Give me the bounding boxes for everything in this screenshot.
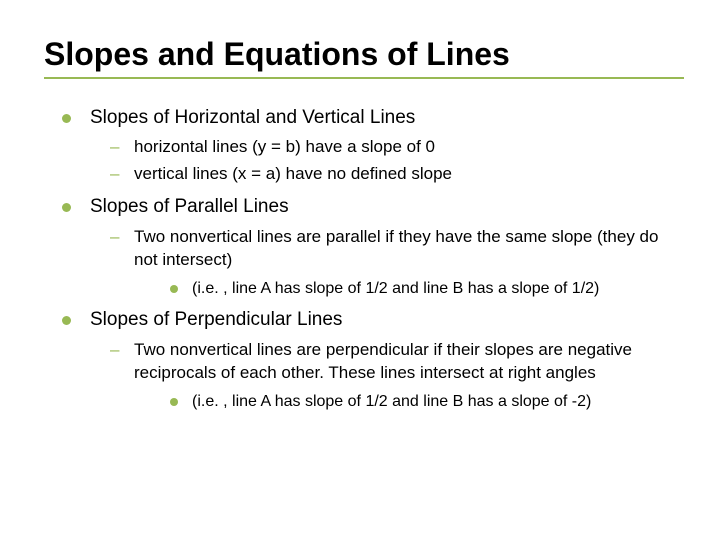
- section-horizontal-vertical: Slopes of Horizontal and Vertical Lines …: [62, 105, 676, 187]
- sub-sub-list: (i.e. , line A has slope of 1/2 and line…: [170, 391, 676, 413]
- section-parallel: Slopes of Parallel Lines Two nonvertical…: [62, 194, 676, 299]
- section-heading: Slopes of Parallel Lines: [90, 196, 289, 217]
- list-item: horizontal lines (y = b) have a slope of…: [110, 136, 676, 159]
- item-text: (i.e. , line A has slope of 1/2 and line…: [192, 280, 599, 297]
- bullet-list: Slopes of Horizontal and Vertical Lines …: [62, 105, 676, 413]
- sub-sub-list: (i.e. , line A has slope of 1/2 and line…: [170, 278, 676, 300]
- section-heading: Slopes of Horizontal and Vertical Lines: [90, 107, 415, 128]
- list-item: Two nonvertical lines are perpendicular …: [110, 339, 676, 412]
- slide: Slopes and Equations of Lines Slopes of …: [0, 0, 720, 540]
- section-heading: Slopes of Perpendicular Lines: [90, 309, 342, 330]
- item-text: (i.e. , line A has slope of 1/2 and line…: [192, 393, 591, 410]
- list-item: vertical lines (x = a) have no defined s…: [110, 163, 676, 186]
- sub-list: horizontal lines (y = b) have a slope of…: [110, 136, 676, 186]
- item-text: Two nonvertical lines are parallel if th…: [134, 227, 658, 269]
- list-item: (i.e. , line A has slope of 1/2 and line…: [170, 391, 676, 413]
- section-perpendicular: Slopes of Perpendicular Lines Two nonver…: [62, 307, 676, 412]
- item-text: horizontal lines (y = b) have a slope of…: [134, 137, 435, 156]
- sub-list: Two nonvertical lines are perpendicular …: [110, 339, 676, 412]
- title-underline: [44, 77, 684, 79]
- list-item: (i.e. , line A has slope of 1/2 and line…: [170, 278, 676, 300]
- list-item: Two nonvertical lines are parallel if th…: [110, 226, 676, 299]
- item-text: vertical lines (x = a) have no defined s…: [134, 164, 452, 183]
- slide-title: Slopes and Equations of Lines: [44, 36, 676, 73]
- sub-list: Two nonvertical lines are parallel if th…: [110, 226, 676, 299]
- item-text: Two nonvertical lines are perpendicular …: [134, 340, 632, 382]
